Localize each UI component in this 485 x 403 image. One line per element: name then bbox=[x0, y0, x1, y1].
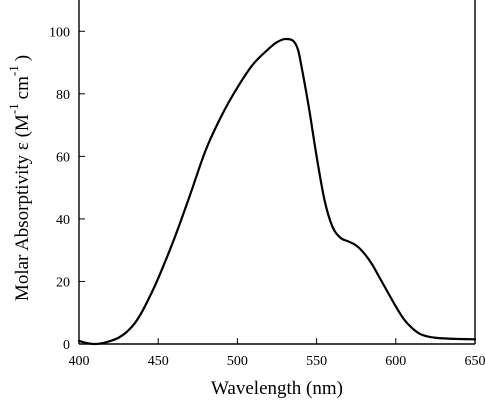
x-axis-title: Wavelength (nm) bbox=[211, 378, 343, 399]
y-axis-title-mid: cm bbox=[12, 76, 33, 99]
y-axis-title-prefix: Molar Absorptivity ε (M bbox=[12, 114, 33, 301]
plot-frame bbox=[78, 0, 476, 345]
x-tick-label: 550 bbox=[306, 354, 327, 369]
y-tick-label: 20 bbox=[56, 275, 70, 290]
y-axis-title-suffix: ) bbox=[12, 55, 33, 61]
y-axis-title-sup1: -1 bbox=[6, 103, 21, 114]
y-tick-label: 80 bbox=[56, 88, 70, 103]
y-axis-title-sup2: -1 bbox=[6, 65, 21, 76]
y-tick-label: 0 bbox=[63, 338, 70, 353]
y-axis-title: Molar Absorptivity ε (M-1cm-1) bbox=[6, 55, 33, 301]
y-tick-label: 60 bbox=[56, 150, 70, 165]
y-axis-ticks: 0 20 40 60 80 100 bbox=[49, 25, 85, 353]
absorbance-curve bbox=[77, 37, 477, 346]
x-tick-label: 650 bbox=[465, 354, 485, 369]
x-tick-label: 600 bbox=[385, 354, 406, 369]
x-axis-ticks: 400 450 500 550 600 650 bbox=[69, 338, 485, 369]
x-tick-label: 450 bbox=[148, 354, 169, 369]
x-tick-label: 400 bbox=[69, 354, 90, 369]
y-tick-label: 100 bbox=[49, 25, 70, 40]
x-tick-label: 500 bbox=[227, 354, 248, 369]
y-tick-label: 40 bbox=[56, 213, 70, 228]
